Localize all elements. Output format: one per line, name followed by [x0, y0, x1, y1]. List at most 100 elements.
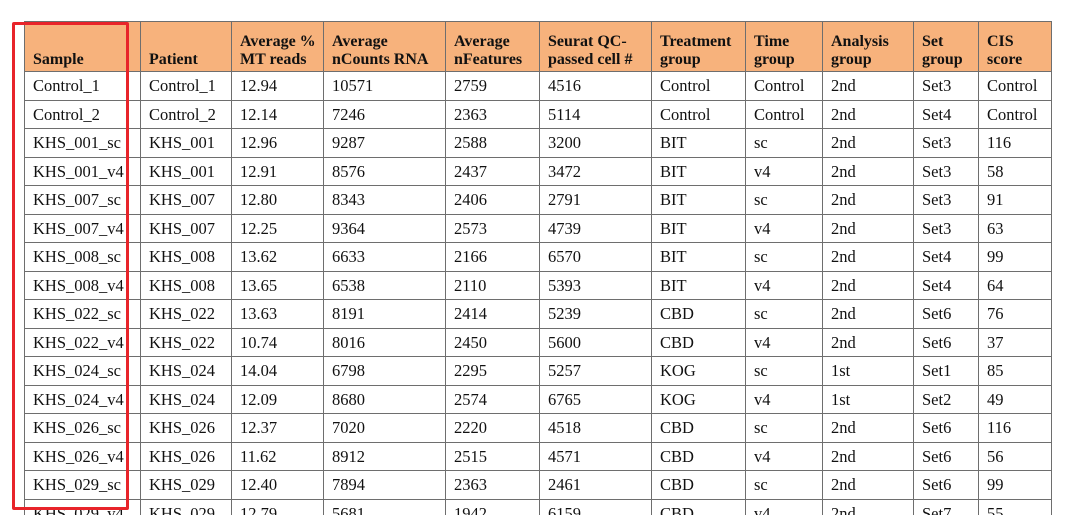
cell-treatment: KOG — [651, 384, 746, 414]
cell-set: Set4 — [913, 242, 979, 272]
column-header-analysis: Analysis group — [822, 21, 914, 72]
cell-mt-reads: 12.96 — [231, 128, 324, 158]
table-row: KHS_026_sc KHS_026 12.37 7020 2220 4518 CBD sc 2… — [24, 413, 1052, 443]
table-row: KHS_001_sc KHS_001 12.96 9287 2588 3200 BIT sc 2… — [24, 128, 1052, 158]
cell-patient: Control_2 — [140, 99, 232, 129]
cell-sample: KHS_024_v4 — [24, 384, 141, 414]
cell-treatment: CBD — [651, 470, 746, 500]
cell-time: v4 — [745, 498, 823, 515]
table-row: KHS_022_sc KHS_022 13.63 8191 2414 5239 CBD sc 2… — [24, 299, 1052, 329]
cell-time: sc — [745, 299, 823, 329]
cell-sample: KHS_008_sc — [24, 242, 141, 272]
cell-set: Set3 — [913, 213, 979, 243]
cell-nfeatures: 2110 — [445, 270, 540, 300]
cell-set: Set6 — [913, 470, 979, 500]
cell-time: v4 — [745, 213, 823, 243]
cell-treatment: CBD — [651, 327, 746, 357]
cell-cell-count: 2791 — [539, 185, 652, 215]
cell-set: Set1 — [913, 356, 979, 386]
cell-time: v4 — [745, 156, 823, 186]
header-text: Seurat QC- — [548, 33, 627, 50]
cell-cis: 56 — [978, 441, 1052, 471]
cell-nfeatures: 2588 — [445, 128, 540, 158]
cell-ncounts: 8343 — [323, 185, 446, 215]
cell-analysis: 2nd — [822, 327, 914, 357]
table-row: KHS_029_v4 KHS_029 12.79 5681 1942 6159 CBD v4 2… — [24, 498, 1052, 515]
cell-patient: KHS_008 — [140, 270, 232, 300]
cell-nfeatures: 1942 — [445, 498, 540, 515]
cell-set: Set6 — [913, 441, 979, 471]
cell-patient: KHS_001 — [140, 156, 232, 186]
cell-cell-count: 6159 — [539, 498, 652, 515]
cell-set: Set4 — [913, 99, 979, 129]
cell-cis: 91 — [978, 185, 1052, 215]
cell-sample: Control_1 — [24, 71, 141, 101]
table-row: KHS_008_sc KHS_008 13.62 6633 2166 6570 BIT sc 2… — [24, 242, 1052, 272]
cell-set: Set6 — [913, 327, 979, 357]
cell-treatment: KOG — [651, 356, 746, 386]
cell-analysis: 2nd — [822, 498, 914, 515]
cell-ncounts: 10571 — [323, 71, 446, 101]
cell-treatment: BIT — [651, 156, 746, 186]
cell-nfeatures: 2573 — [445, 213, 540, 243]
cell-ncounts: 7020 — [323, 413, 446, 443]
cell-nfeatures: 2363 — [445, 99, 540, 129]
cell-patient: KHS_001 — [140, 128, 232, 158]
cell-patient: KHS_022 — [140, 299, 232, 329]
cell-analysis: 2nd — [822, 470, 914, 500]
cell-mt-reads: 12.37 — [231, 413, 324, 443]
cell-cell-count: 3472 — [539, 156, 652, 186]
cell-sample: KHS_007_sc — [24, 185, 141, 215]
cell-cell-count: 3200 — [539, 128, 652, 158]
cell-mt-reads: 13.62 — [231, 242, 324, 272]
cell-set: Set7 — [913, 498, 979, 515]
cell-sample: KHS_024_sc — [24, 356, 141, 386]
column-header-treatment: Treatment group — [651, 21, 746, 72]
column-header-nfeatures: Average nFeatures — [445, 21, 540, 72]
cell-time: Control — [745, 99, 823, 129]
cell-cell-count: 4571 — [539, 441, 652, 471]
cell-patient: KHS_026 — [140, 441, 232, 471]
table-row: KHS_026_v4 KHS_026 11.62 8912 2515 4571 CBD v4 2… — [24, 441, 1052, 471]
cell-sample: KHS_029_v4 — [24, 498, 141, 515]
cell-cis: 49 — [978, 384, 1052, 414]
cell-sample: KHS_022_sc — [24, 299, 141, 329]
cell-analysis: 2nd — [822, 71, 914, 101]
cell-treatment: CBD — [651, 413, 746, 443]
cell-treatment: BIT — [651, 128, 746, 158]
cell-mt-reads: 13.63 — [231, 299, 324, 329]
column-header-time: Time group — [745, 21, 823, 72]
header-text: nFeatures — [454, 51, 523, 68]
cell-analysis: 2nd — [822, 441, 914, 471]
table-header: Sample Patient Average % MT reads Average… — [24, 21, 1052, 72]
cell-mt-reads: 10.74 — [231, 327, 324, 357]
cell-set: Set3 — [913, 71, 979, 101]
cell-sample: KHS_026_sc — [24, 413, 141, 443]
cell-analysis: 2nd — [822, 299, 914, 329]
cell-ncounts: 8912 — [323, 441, 446, 471]
cell-analysis: 2nd — [822, 413, 914, 443]
cell-nfeatures: 2515 — [445, 441, 540, 471]
table-row: KHS_008_v4 KHS_008 13.65 6538 2110 5393 BIT v4 2… — [24, 270, 1052, 300]
cell-analysis: 2nd — [822, 128, 914, 158]
cell-patient: KHS_029 — [140, 498, 232, 515]
cell-analysis: 1st — [822, 356, 914, 386]
cell-nfeatures: 2450 — [445, 327, 540, 357]
table-body: Control_1 Control_1 12.94 10571 2759 4516 Cont… — [24, 71, 1052, 515]
cell-cell-count: 6570 — [539, 242, 652, 272]
cell-cell-count: 4516 — [539, 71, 652, 101]
cell-analysis: 2nd — [822, 270, 914, 300]
header-text: group — [754, 51, 795, 68]
cell-patient: KHS_024 — [140, 356, 232, 386]
cell-analysis: 2nd — [822, 213, 914, 243]
cell-patient: KHS_022 — [140, 327, 232, 357]
cell-ncounts: 6538 — [323, 270, 446, 300]
cell-ncounts: 8191 — [323, 299, 446, 329]
header-text: Average % — [240, 33, 316, 50]
cell-analysis: 1st — [822, 384, 914, 414]
table-row: KHS_024_sc KHS_024 14.04 6798 2295 5257 KOG sc 1… — [24, 356, 1052, 386]
cell-mt-reads: 13.65 — [231, 270, 324, 300]
cell-time: v4 — [745, 441, 823, 471]
cell-cis: 63 — [978, 213, 1052, 243]
